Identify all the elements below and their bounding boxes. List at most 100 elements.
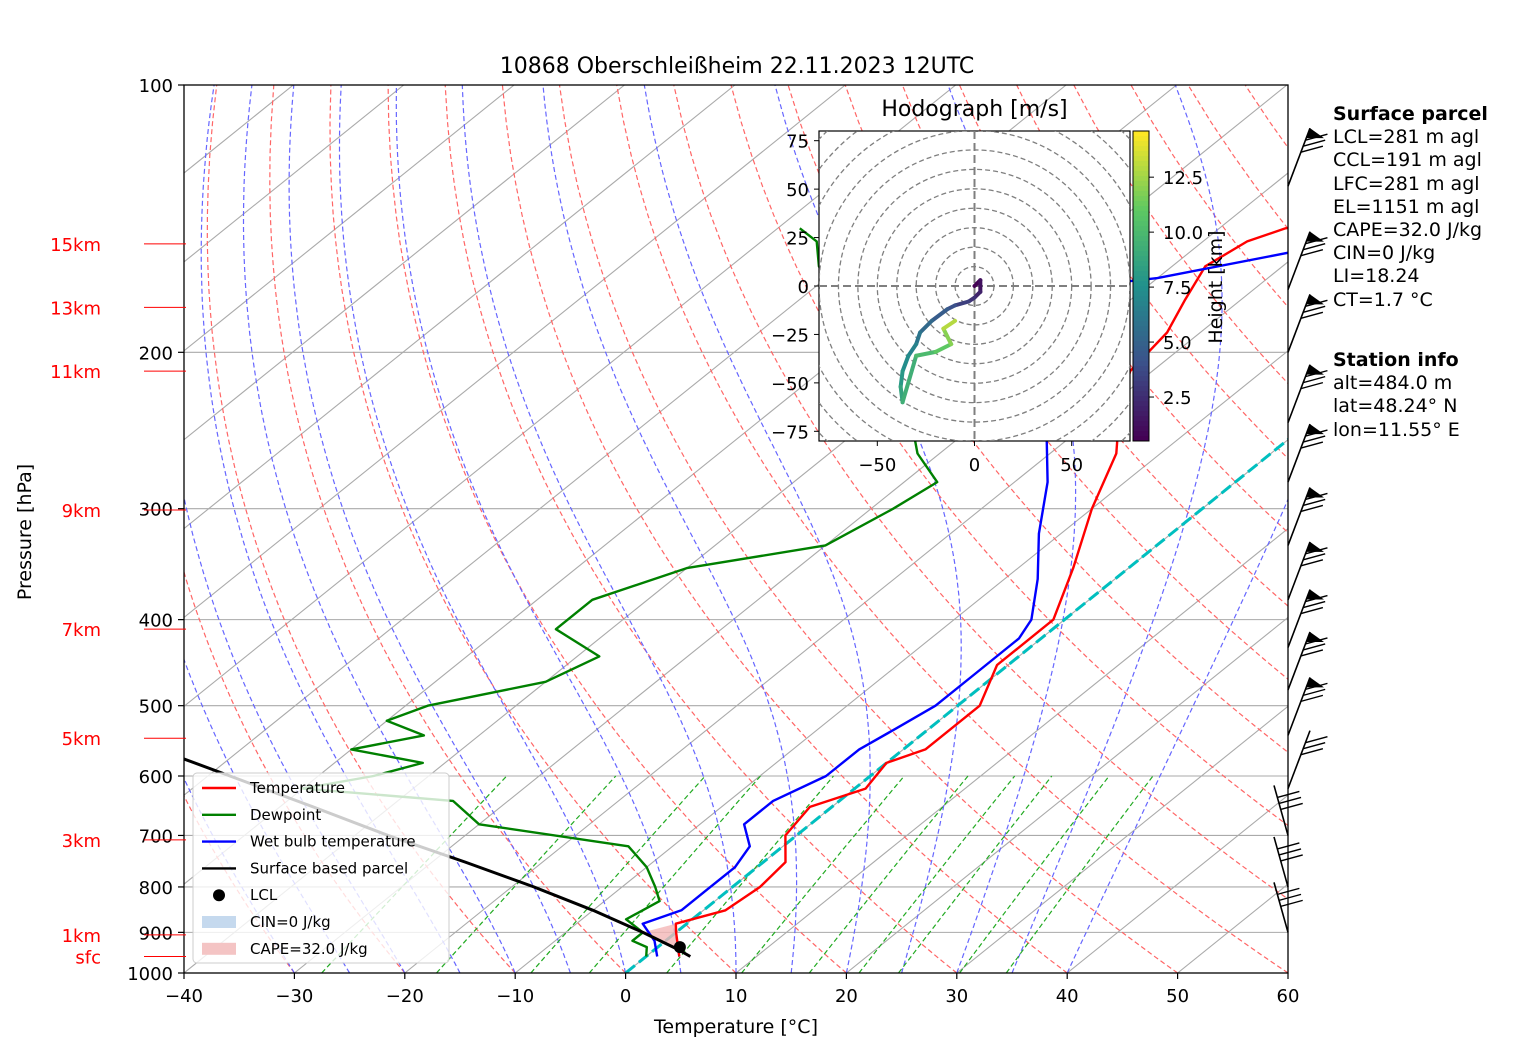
hodograph-y-tick-label: 0 xyxy=(798,277,809,298)
dry-adiabat-line xyxy=(269,85,627,973)
colorbar-segment xyxy=(1133,396,1149,402)
hodograph-y-tick-label: 50 xyxy=(786,180,809,201)
mixing-ratio-line xyxy=(436,775,617,973)
wind-barb-feather xyxy=(1278,848,1302,856)
wind-barb-feather xyxy=(1300,441,1324,449)
wind-barb xyxy=(1287,487,1328,546)
x-tick-label: 0 xyxy=(620,986,631,1007)
wind-barb-feather xyxy=(1302,435,1326,443)
y-tick-label: 1000 xyxy=(127,964,173,985)
wind-barb-feather xyxy=(1302,305,1326,313)
y-tick-label: 200 xyxy=(139,343,173,364)
legend-box xyxy=(192,772,450,964)
wind-barb xyxy=(1287,730,1328,789)
wind-barb-feather xyxy=(1280,802,1303,811)
isotherm-line xyxy=(184,85,957,708)
colorbar-segment xyxy=(1133,251,1149,257)
hodograph-trace-segment xyxy=(900,353,911,374)
colorbar-segment xyxy=(1133,381,1149,387)
wind-barb-feather xyxy=(1300,649,1324,657)
moist-adiabat-line xyxy=(542,85,798,973)
dry-adiabat-line xyxy=(673,85,1288,900)
hodograph-colorbar: 12.5 10.0 7.5 5.0 2.5 Height [km] xyxy=(1132,130,1227,442)
colorbar-segment xyxy=(1133,421,1149,427)
wind-barb-feather xyxy=(1300,504,1324,513)
x-tick-label: −10 xyxy=(496,986,534,1007)
dry-adiabat-line xyxy=(329,85,737,973)
height-label: 9km xyxy=(62,501,101,522)
height-label: 13km xyxy=(50,298,101,319)
colorbar-segment xyxy=(1133,336,1149,342)
wind-barb-feather xyxy=(1302,741,1326,750)
legend-lcl: LCL xyxy=(250,886,278,904)
dry-adiabat-line xyxy=(558,85,1178,973)
colorbar-segment xyxy=(1133,136,1149,142)
colorbar-segment xyxy=(1133,156,1149,162)
x-axis-label: Temperature [°C] xyxy=(653,1016,818,1038)
y-tick-label: 100 xyxy=(139,76,173,97)
x-tick-label: 40 xyxy=(1056,986,1079,1007)
hodograph-x-tick-label: 0 xyxy=(969,455,980,476)
colorbar-segment xyxy=(1133,191,1149,197)
wind-barb xyxy=(1287,127,1328,187)
colorbar-segment xyxy=(1133,331,1149,337)
height-label: 15km xyxy=(50,235,101,256)
colorbar-segment xyxy=(1133,241,1149,247)
mixing-ratio-line xyxy=(741,775,905,973)
colorbar-segment xyxy=(1133,321,1149,327)
wind-barb xyxy=(1287,589,1328,648)
wind-barb xyxy=(1287,294,1328,353)
isotherm-line xyxy=(514,350,1288,973)
x-tick-label: 10 xyxy=(725,986,748,1007)
surface-parcel-ct: CT=1.7 °C xyxy=(1333,288,1433,311)
dry-adiabat-line xyxy=(444,85,958,973)
y-tick-label: 500 xyxy=(139,697,173,718)
surface-parcel-lfc: LFC=281 m agl xyxy=(1333,172,1480,195)
hodograph-trace-segment xyxy=(914,330,923,347)
wet-bulb-line xyxy=(641,251,1288,957)
colorbar-segment xyxy=(1133,386,1149,392)
colorbar-label: Height [km] xyxy=(1205,230,1227,343)
y-tick-label: 600 xyxy=(139,767,173,788)
y-tick-label: 900 xyxy=(139,923,173,944)
wind-barb-feather xyxy=(1302,375,1326,384)
hodograph-trace-segment xyxy=(941,318,958,331)
isotherm-line xyxy=(184,85,846,619)
legend-cin: CIN=0 J/kg xyxy=(250,913,331,931)
colorbar-segment xyxy=(1133,316,1149,322)
colorbar-segment xyxy=(1133,276,1149,282)
hodograph-trace-segment xyxy=(900,353,919,405)
moist-adiabat-line xyxy=(947,85,1077,973)
hodograph-trace-segment xyxy=(929,307,950,323)
hodograph-y-tick-label: 75 xyxy=(786,132,809,153)
legend-temperature: Temperature xyxy=(249,779,345,797)
surface-parcel-heading: Surface parcel xyxy=(1333,103,1488,125)
hodograph-title: Hodograph [m/s] xyxy=(881,97,1067,122)
wind-barb xyxy=(1273,785,1303,836)
station-info-alt: alt=484.0 m xyxy=(1333,372,1453,395)
wind-barb-feather xyxy=(1305,369,1328,378)
mixing-ratio-line xyxy=(959,775,1110,973)
height-label: 5km xyxy=(62,729,101,750)
hodograph-trace-segment xyxy=(906,342,919,358)
isotherm-line xyxy=(184,85,515,352)
wind-barb xyxy=(1287,364,1328,423)
colorbar-segment xyxy=(1133,151,1149,157)
colorbar-segment xyxy=(1133,301,1149,307)
lcl-marker xyxy=(673,941,686,954)
wind-barb-feather xyxy=(1300,606,1324,615)
colorbar-tick-label: 2.5 xyxy=(1163,388,1192,409)
dry-adiabat-line xyxy=(616,85,1288,973)
wind-barb-feather xyxy=(1302,643,1326,651)
mixing-ratio-line xyxy=(808,775,969,973)
colorbar-tick-label: 12.5 xyxy=(1163,168,1203,189)
wind-barb-feather xyxy=(1302,600,1326,609)
colorbar-segment xyxy=(1133,231,1149,237)
hodograph-trace-segment xyxy=(953,299,971,308)
colorbar-segment xyxy=(1133,401,1149,407)
x-tick-label: 60 xyxy=(1277,986,1300,1007)
chart-title: 10868 Oberschleißheim 22.11.2023 12UTC xyxy=(500,54,975,79)
wind-barb-feather xyxy=(1277,790,1300,799)
wind-barb-feather xyxy=(1305,299,1328,307)
isotherm-line xyxy=(1066,794,1288,973)
